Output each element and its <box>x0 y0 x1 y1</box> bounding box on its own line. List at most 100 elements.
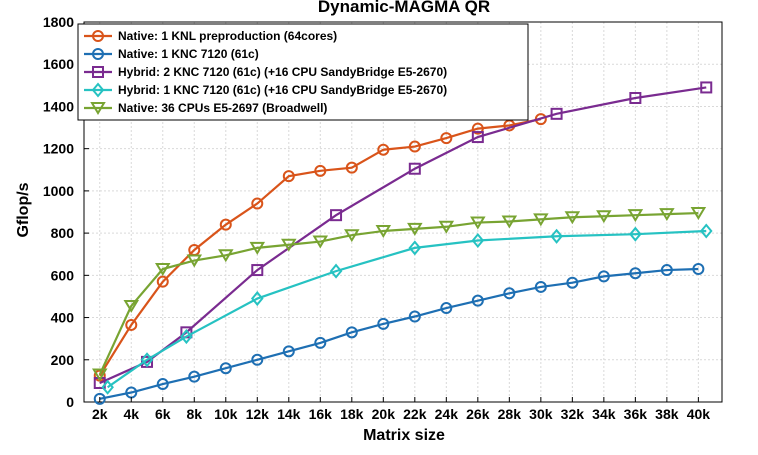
data-point <box>251 197 264 210</box>
data-point <box>471 294 484 307</box>
plot-frame <box>83 21 723 403</box>
x-tick-label: 14k <box>277 406 301 422</box>
x-tick-label: 12k <box>246 406 270 422</box>
data-point <box>408 310 421 323</box>
series-line <box>98 118 542 377</box>
data-point <box>92 48 104 60</box>
data-point <box>470 216 486 230</box>
x-tick-label: 8k <box>186 406 202 422</box>
x-tick-label: 30k <box>529 406 553 422</box>
data-point <box>699 223 713 239</box>
data-point <box>471 131 484 144</box>
data-point <box>629 226 642 242</box>
legend: Native: 1 KNL preproduction (64cores) Nat… <box>77 23 529 121</box>
data-point <box>249 241 266 255</box>
data-point <box>312 235 329 249</box>
legend-label: Hybrid: 1 KNC 7120 (61c) (+16 CPU SandyB… <box>118 83 447 97</box>
y-tick-label: 1400 <box>43 98 74 114</box>
data-point <box>344 229 360 243</box>
data-point <box>186 254 203 268</box>
data-point <box>660 264 673 277</box>
data-point <box>408 140 421 153</box>
data-point <box>692 263 705 275</box>
data-point <box>659 208 675 222</box>
series-line <box>98 211 699 376</box>
data-point <box>408 240 422 256</box>
data-point <box>501 215 518 229</box>
data-point <box>503 287 516 300</box>
data-point <box>314 164 327 177</box>
data-point <box>629 92 642 104</box>
data-point <box>92 30 104 42</box>
x-tick-label: 20k <box>372 406 396 422</box>
data-point <box>154 263 171 276</box>
data-point <box>629 267 642 280</box>
data-point <box>218 249 234 263</box>
data-point <box>281 238 297 252</box>
x-tick-label: 24k <box>435 406 459 422</box>
data-point <box>251 264 264 277</box>
data-point <box>329 263 343 279</box>
data-point <box>471 232 485 249</box>
data-point <box>219 362 232 375</box>
x-tick-label: 4k <box>123 406 139 422</box>
x-tick-label: 26k <box>466 406 490 422</box>
data-point <box>440 302 453 315</box>
data-point <box>156 378 169 391</box>
data-point <box>440 132 453 145</box>
y-tick-label: 1800 <box>43 14 74 30</box>
data-point <box>282 345 295 358</box>
data-point <box>377 317 390 330</box>
x-tick-label: 40k <box>687 406 711 422</box>
data-point <box>90 102 106 115</box>
data-point <box>188 370 201 383</box>
data-point <box>156 275 169 288</box>
data-point <box>101 379 114 395</box>
data-point <box>251 353 264 366</box>
legend-box <box>77 23 529 121</box>
data-point <box>123 299 140 313</box>
x-axis: 2k 4k 6k 8k 10k 12k 14k 16k 18k 20k 22k 24k 26k 28k 30… <box>92 397 710 422</box>
data-point <box>180 328 193 345</box>
data-point <box>377 143 390 156</box>
data-point <box>533 213 549 227</box>
series-2 <box>93 263 705 405</box>
y-tick-label: 0 <box>66 394 74 410</box>
data-point <box>627 209 644 223</box>
data-point <box>438 220 455 234</box>
x-tick-label: 2k <box>92 406 108 422</box>
data-point <box>92 66 104 78</box>
x-tick-label: 22k <box>403 406 427 422</box>
x-axis-label: Matrix size <box>363 427 445 444</box>
y-tick-label: 1600 <box>43 56 74 72</box>
data-point <box>91 82 105 98</box>
series-5 <box>91 207 707 382</box>
data-point <box>375 225 392 238</box>
x-tick-label: 28k <box>498 406 522 422</box>
data-point <box>345 161 358 174</box>
series-line <box>107 229 707 389</box>
data-point <box>250 290 264 307</box>
y-tick-label: 800 <box>51 225 75 241</box>
x-tick-label: 16k <box>309 406 333 422</box>
data-point <box>596 210 612 224</box>
data-point <box>690 207 707 220</box>
data-point <box>550 228 563 244</box>
data-point <box>408 162 421 175</box>
data-point <box>330 209 343 222</box>
legend-label: Hybrid: 2 KNC 7120 (61c) (+16 CPU SandyB… <box>118 65 447 79</box>
legend-label: Native: 36 CPUs E5-2697 (Broadwell) <box>118 101 327 115</box>
y-tick-label: 600 <box>51 267 75 283</box>
data-point <box>566 276 579 289</box>
data-point <box>345 326 358 339</box>
data-point <box>534 280 547 293</box>
legend-label: Native: 1 KNL preproduction (64cores) <box>118 29 337 43</box>
y-tick-label: 200 <box>51 352 75 368</box>
x-tick-label: 32k <box>561 406 585 422</box>
data-point <box>564 211 581 225</box>
y-tick-label: 1000 <box>43 183 74 199</box>
series-4 <box>101 223 713 395</box>
chart-title: Dynamic-MAGMA QR <box>318 0 490 16</box>
y-tick-label: 400 <box>51 310 75 326</box>
data-point <box>550 107 563 120</box>
